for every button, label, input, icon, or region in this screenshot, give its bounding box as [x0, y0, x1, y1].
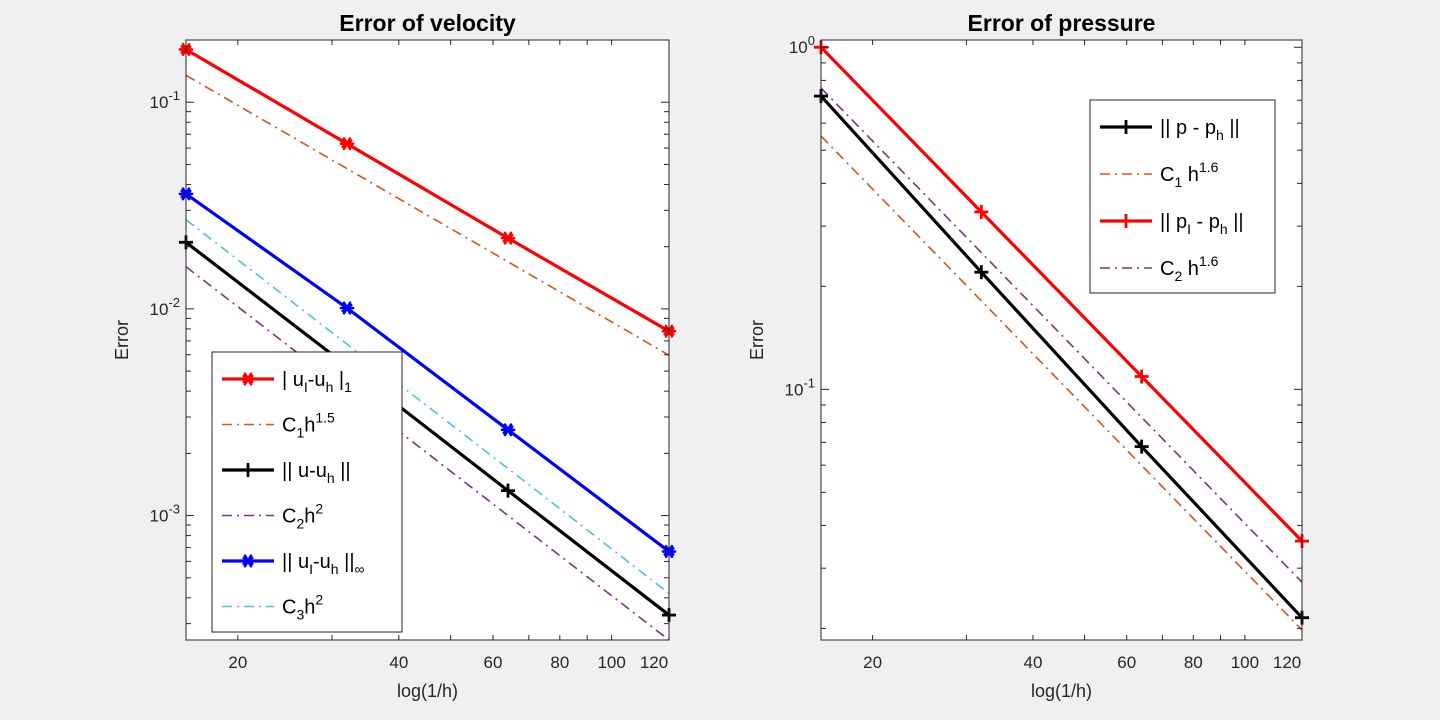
- series-line-0: [821, 94, 1302, 619]
- legend-box: [211, 351, 403, 633]
- tick-marks: [821, 40, 1302, 640]
- y-tick-label: 10-2: [150, 295, 180, 319]
- x-tick-label: 40: [1023, 653, 1042, 672]
- data-point-4-2: [500, 423, 516, 437]
- legend-label-0: | uI​-uh​ |1​: [282, 369, 352, 395]
- x-axis-label: log(1/h): [397, 681, 458, 701]
- tick-marks: [186, 39, 669, 640]
- series-line-5: [186, 219, 669, 595]
- data-point-2-1: [974, 204, 989, 219]
- data-point-0-2: [500, 231, 516, 245]
- legend-marker-2: [241, 463, 255, 477]
- data-point-0-1: [974, 265, 989, 280]
- series-layer: [821, 46, 1302, 631]
- legend-marker-0: [1119, 120, 1133, 134]
- legend-label-3: C2​h2​: [282, 501, 323, 532]
- series-layer: [186, 48, 669, 640]
- series-line-2: [821, 46, 1302, 543]
- series-line-3: [186, 266, 669, 640]
- x-tick-label: 120: [640, 653, 668, 672]
- legend-label-0: || p - ph​ ||: [1160, 117, 1240, 143]
- series-line-4: [186, 192, 669, 553]
- legend-label-2: || pI​ - ph​ ||: [1160, 211, 1244, 237]
- legend: | uI​-uh​ |1​ C1​h1.5​ || u-uh​ || C2​h2​ ||…: [211, 351, 403, 633]
- series-line-2: [186, 241, 669, 617]
- x-tick-label: 100: [1231, 653, 1259, 672]
- legend-label-1: C1​ h1.6​: [1160, 159, 1219, 190]
- legend-label-2: || u-uh​ ||: [282, 460, 351, 486]
- legend-marker-4: [240, 554, 256, 568]
- legend-box: [1089, 99, 1276, 294]
- x-tick-label: 20: [228, 653, 247, 672]
- series-line-0: [186, 48, 669, 333]
- pressure-error-chart: 20 40 60 80 100 120 100 10-1 Error of pressure lo…: [747, 10, 1309, 701]
- y-tick-label: 10-1: [785, 375, 815, 399]
- legend-label-5: C3​h2​: [282, 592, 323, 623]
- axes-frame: [820, 39, 1303, 641]
- data-point-2-2: [501, 483, 515, 498]
- velocity-error-chart: 20 40 60 80 100 120 10-1 10-2 10-3 Error of veloc…: [112, 10, 677, 701]
- x-tick-label: 40: [389, 653, 408, 672]
- series-line-1: [186, 74, 669, 356]
- y-axis-label: Error: [112, 320, 132, 360]
- x-tick-label: 60: [1117, 653, 1136, 672]
- y-axis-label: Error: [747, 320, 767, 360]
- legend-label-3: C2​ h1.6​: [1160, 253, 1219, 284]
- series-line-1: [821, 135, 1302, 631]
- x-tick-label: 120: [1273, 653, 1301, 672]
- x-axis-label: log(1/h): [1031, 681, 1092, 701]
- x-tick-label: 60: [484, 653, 503, 672]
- y-tick-label: 10-1: [150, 88, 180, 112]
- chart-title: Error of pressure: [968, 10, 1156, 36]
- legend-label-4: || uI​-uh​ ||∞​: [282, 551, 365, 577]
- x-tick-label: 20: [863, 653, 882, 672]
- data-point-0-1: [339, 137, 355, 151]
- legend-marker-2: [1119, 214, 1133, 228]
- legend-label-1: C1​h1.5​: [282, 410, 335, 441]
- chart-title: Error of velocity: [339, 10, 516, 36]
- legend-marker-0: [240, 372, 256, 386]
- legend: || p - ph​ || C1​ h1.6​ || pI​ - ph​ || C2​…: [1089, 99, 1276, 294]
- x-tick-label: 80: [550, 653, 569, 672]
- axes-frame: [185, 39, 670, 641]
- x-tick-label: 80: [1184, 653, 1203, 672]
- y-tick-label: 10-3: [150, 502, 180, 526]
- data-point-0-2: [1134, 439, 1149, 454]
- data-point-2-2: [1134, 369, 1149, 384]
- series-line-3: [821, 87, 1302, 583]
- data-point-4-1: [339, 301, 355, 315]
- y-tick-label: 100: [789, 33, 815, 57]
- x-tick-label: 100: [597, 653, 625, 672]
